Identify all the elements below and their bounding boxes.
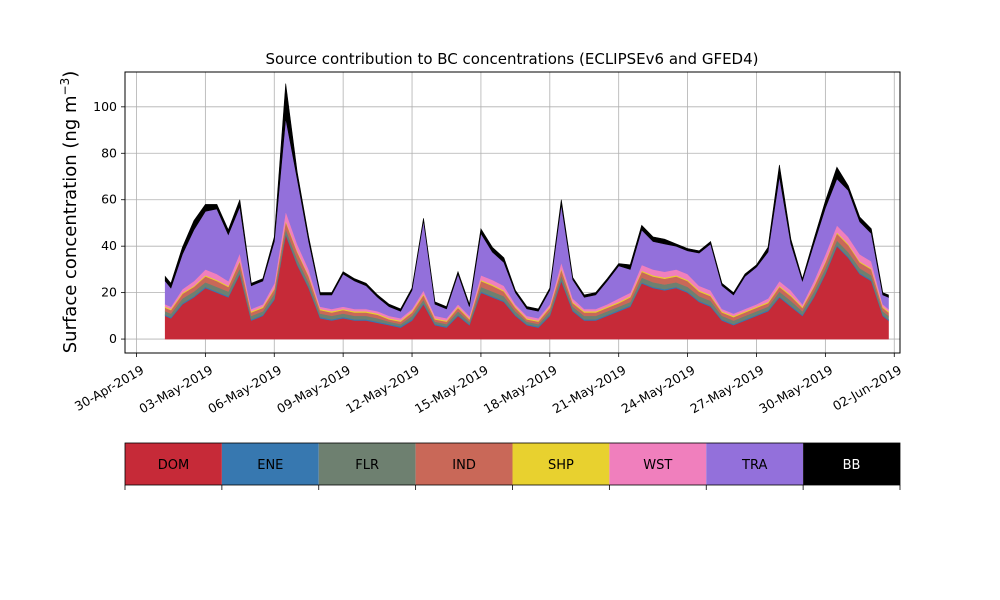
y-tick-label: 100 xyxy=(93,99,117,114)
legend-swatch-ind xyxy=(415,443,513,485)
x-tick-label: 06-May-2019 xyxy=(205,362,284,416)
legend-label-wst: WST xyxy=(643,458,672,473)
legend-swatch-bb xyxy=(803,443,900,485)
y-tick-label: 60 xyxy=(101,192,117,207)
legend-swatch-flr xyxy=(318,443,416,485)
chart-title: Source contribution to BC concentrations… xyxy=(265,50,758,68)
x-tick-label: 24-May-2019 xyxy=(619,362,698,416)
legend-swatch-wst xyxy=(609,443,707,485)
area-bb xyxy=(164,83,889,312)
plot-frame xyxy=(124,71,901,354)
legend-swatch-dom xyxy=(125,443,222,485)
x-tick-label: 18-May-2019 xyxy=(481,362,560,416)
legend-colorbar: DOM ENE FLR IND SHP WST TRA BB xyxy=(124,442,901,490)
x-tick-label: 21-May-2019 xyxy=(550,362,629,416)
x-tick-label: 03-May-2019 xyxy=(136,362,215,416)
x-axis: 30-Apr-201903-May-201906-May-201909-May-… xyxy=(72,353,904,416)
legend-label-ind: IND xyxy=(452,458,476,473)
y-axis-label-sup: −3 xyxy=(58,78,72,96)
x-tick-label: 30-Apr-2019 xyxy=(72,362,146,414)
legend-label-tra: TRA xyxy=(741,458,767,473)
stacked-areas xyxy=(164,83,889,340)
x-tick-label: 02-Jun-2019 xyxy=(830,362,904,413)
y-axis: 0 20 40 60 80 100 xyxy=(93,99,125,346)
y-tick-label: 0 xyxy=(109,331,117,346)
y-axis-label-close: ) xyxy=(60,71,81,78)
y-tick-label: 40 xyxy=(101,238,117,253)
y-axis-label-main: Surface concentration (ng m xyxy=(60,95,81,353)
y-axis-label: Surface concentration (ng m−3) xyxy=(58,71,81,354)
x-tick-label: 30-May-2019 xyxy=(756,362,835,416)
legend-label-bb: BB xyxy=(843,458,861,473)
legend-label-shp: SHP xyxy=(548,458,574,473)
legend-swatch-tra xyxy=(706,443,804,485)
y-tick-label: 20 xyxy=(101,285,117,300)
legend-swatch-shp xyxy=(512,443,610,485)
x-tick-label: 09-May-2019 xyxy=(274,362,353,416)
x-tick-label: 27-May-2019 xyxy=(688,362,767,416)
legend-label-dom: DOM xyxy=(158,458,189,473)
x-tick-label: 15-May-2019 xyxy=(412,362,491,416)
y-tick-label: 80 xyxy=(101,145,117,160)
legend-label-ene: ENE xyxy=(257,458,283,473)
x-tick-label: 12-May-2019 xyxy=(343,362,422,416)
legend-label-flr: FLR xyxy=(355,458,379,473)
legend-swatch-ene xyxy=(221,443,319,485)
